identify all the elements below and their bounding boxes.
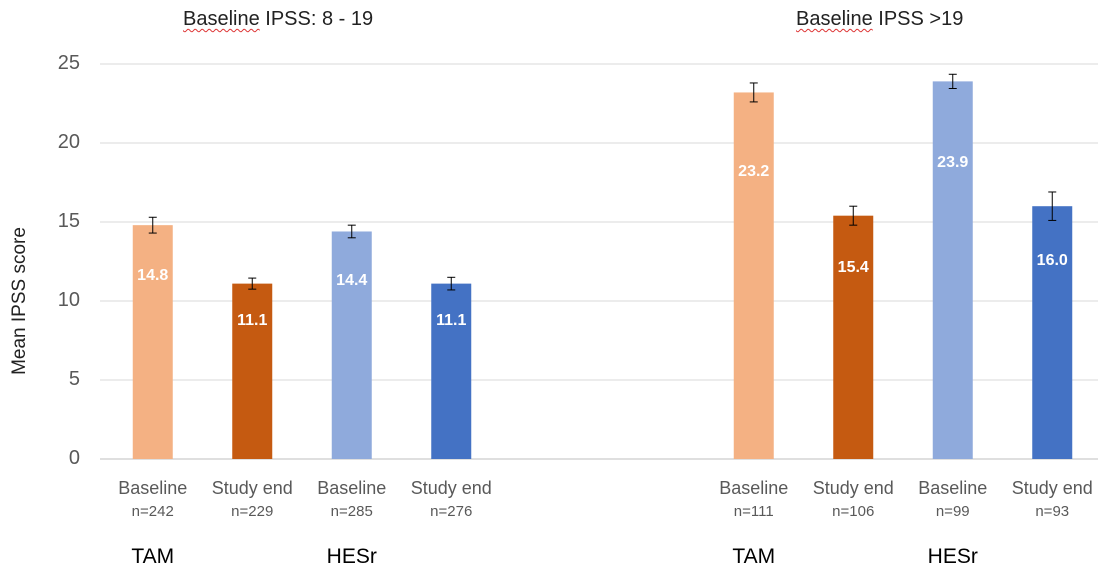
bar (833, 215, 874, 459)
x-category-label: Study end (410, 478, 492, 498)
arm-label: TAM (732, 545, 776, 568)
bar (733, 92, 774, 459)
arm-label: TAM (131, 545, 175, 568)
x-sample-size-label: n=111 (733, 503, 774, 520)
bar (132, 225, 173, 459)
data-label: 11.1 (436, 312, 467, 330)
y-tick-label: 15 (57, 210, 80, 232)
x-category-label: Baseline (719, 478, 789, 498)
bar (932, 81, 973, 459)
x-sample-size-label: n=242 (131, 503, 174, 520)
data-label: 16.0 (1036, 251, 1068, 269)
y-tick-label: 25 (57, 52, 80, 74)
x-sample-size-label: n=276 (430, 503, 473, 520)
x-sample-size-label: n=285 (330, 503, 373, 520)
x-sample-size-label: n=106 (832, 503, 875, 520)
y-tick-label: 5 (68, 368, 80, 390)
arm-label: HESr (927, 545, 978, 568)
x-sample-size-label: n=93 (1035, 503, 1070, 520)
bar (431, 283, 472, 459)
y-tick-label: 10 (57, 289, 80, 311)
bar (1032, 206, 1073, 459)
data-label: 14.8 (137, 266, 169, 284)
arm-label: HESr (326, 545, 377, 568)
x-category-label: Study end (211, 478, 293, 498)
x-category-label: Baseline (918, 478, 988, 498)
x-category-label: Study end (1011, 478, 1093, 498)
y-tick-label: 20 (57, 131, 80, 153)
x-sample-size-label: n=229 (231, 503, 274, 520)
data-label: 23.2 (738, 163, 770, 181)
x-sample-size-label: n=99 (935, 503, 970, 520)
bar (331, 231, 372, 459)
y-tick-label: 0 (68, 447, 80, 469)
group-title-2: Baseline IPSS >19 (796, 8, 963, 31)
group-title-1: Baseline IPSS: 8 - 19 (183, 8, 373, 31)
data-label: 15.4 (837, 259, 869, 277)
group-title-2-rest: IPSS >19 (872, 8, 964, 30)
bar (232, 283, 273, 459)
x-category-label: Study end (812, 478, 894, 498)
data-label: 23.9 (937, 154, 969, 172)
data-label: 14.4 (336, 271, 368, 289)
group-title-2-prefix: Baseline (796, 8, 873, 30)
data-label: 11.1 (237, 312, 268, 330)
group-title-1-prefix: Baseline (183, 8, 260, 30)
group-title-1-rest: IPSS: 8 - 19 (259, 8, 374, 30)
x-category-label: Baseline (317, 478, 387, 498)
x-category-label: Baseline (118, 478, 188, 498)
